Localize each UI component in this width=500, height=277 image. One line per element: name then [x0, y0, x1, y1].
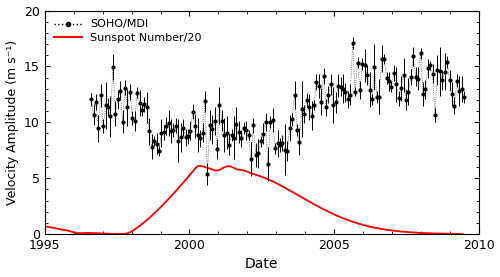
Legend: SOHO/MDI, Sunspot Number/20: SOHO/MDI, Sunspot Number/20	[50, 16, 205, 46]
Y-axis label: Velocity Amplitude (m s⁻¹): Velocity Amplitude (m s⁻¹)	[6, 40, 18, 205]
X-axis label: Date: Date	[245, 257, 278, 271]
